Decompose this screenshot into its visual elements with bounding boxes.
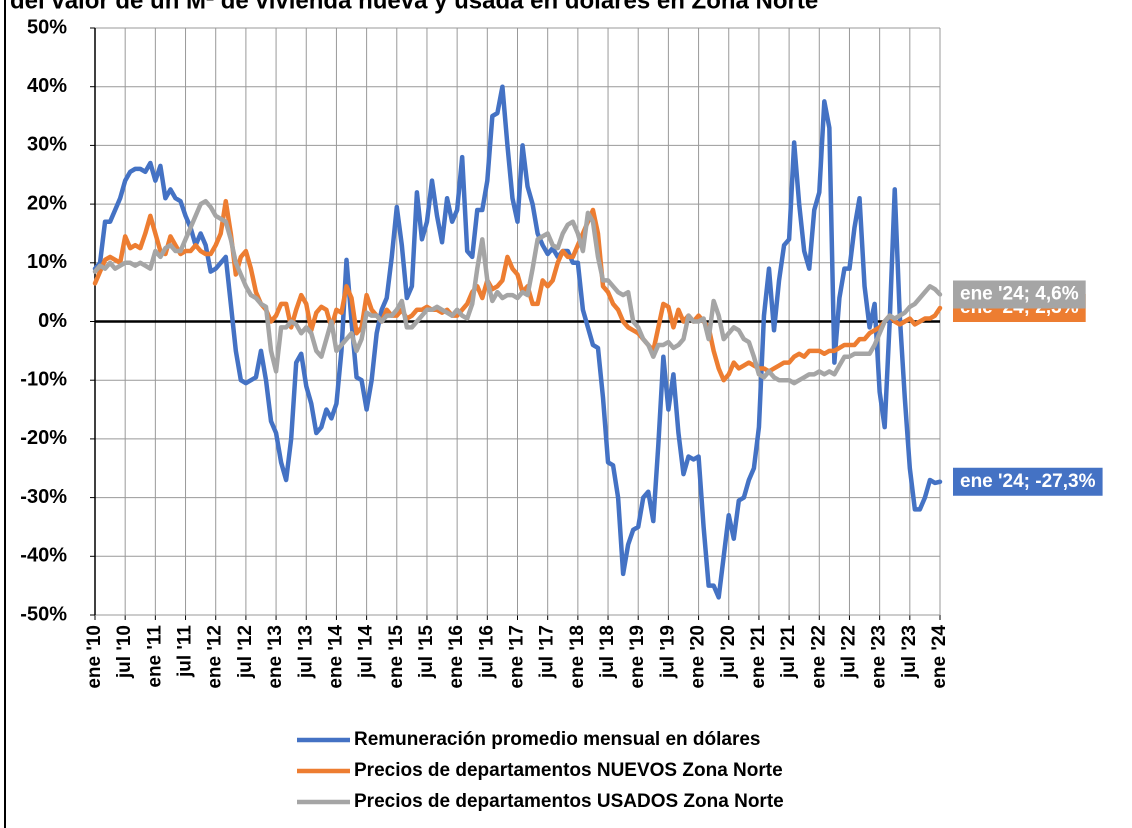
x-tick-label: jul '21 [778, 625, 799, 680]
y-tick-label: -10% [20, 368, 67, 390]
y-tick-label: 10% [27, 251, 67, 273]
x-tick-label: ene '18 [567, 625, 588, 689]
legend-label: Remuneración promedio mensual en dólares [354, 729, 761, 750]
y-tick-label: -20% [20, 427, 67, 449]
y-tick-label: -40% [20, 545, 67, 567]
y-tick-label: 40% [27, 75, 67, 97]
end-label-box [953, 467, 1103, 496]
y-tick-label: 20% [27, 192, 67, 214]
x-tick-label: jul '17 [537, 625, 558, 679]
y-tick-label: -30% [20, 486, 67, 508]
x-tick-label: jul '22 [838, 625, 859, 679]
x-tick-label: jul '12 [235, 625, 256, 679]
series-line [92, 198, 943, 386]
x-tick-label: ene '21 [748, 625, 769, 689]
x-tick-label: ene '24 [929, 625, 950, 689]
x-tick-label: jul '10 [114, 625, 135, 679]
end-label-box [953, 280, 1086, 309]
x-tick-label: jul '16 [476, 625, 497, 679]
end-label: ene '24; 4,6% [960, 284, 1079, 305]
x-tick-label: ene '13 [265, 625, 286, 689]
legend-label: Precios de departamentos NUEVOS Zona Nor… [354, 760, 783, 781]
x-tick-label: jul '20 [718, 625, 739, 679]
x-tick-label: jul '13 [295, 625, 316, 679]
series-line [92, 84, 943, 600]
x-tick-label: ene '16 [446, 625, 467, 689]
x-tick-label: ene '23 [869, 625, 890, 689]
x-tick-label: jul '14 [356, 625, 377, 680]
legend-label: Precios de departamentos USADOS Zona Nor… [354, 791, 784, 812]
chart-title: del valor de un M² de vivienda nueva y u… [10, 0, 818, 14]
x-tick-label: ene '20 [688, 625, 709, 689]
y-tick-label: -50% [20, 603, 67, 625]
x-tick-label: jul '11 [175, 625, 196, 678]
x-tick-label: jul '23 [899, 625, 920, 679]
x-tick-label: ene '17 [507, 625, 528, 689]
y-tick-label: 0% [38, 310, 67, 332]
x-tick-label: ene '22 [808, 625, 829, 689]
end-label: ene '24; -27,3% [960, 471, 1096, 492]
y-tick-label: 50% [27, 16, 67, 38]
x-tick-label: ene '15 [386, 625, 407, 689]
x-tick-label: ene '12 [205, 625, 226, 689]
x-tick-label: ene '10 [84, 625, 105, 689]
x-tick-label: ene '11 [144, 625, 165, 688]
x-tick-label: jul '18 [597, 625, 618, 679]
x-tick-label: jul '15 [416, 625, 437, 680]
x-tick-label: ene '14 [325, 625, 346, 689]
series-line [92, 198, 943, 383]
y-tick-label: 30% [27, 134, 67, 156]
x-tick-label: ene '19 [627, 625, 648, 689]
x-tick-label: jul '19 [657, 625, 678, 679]
